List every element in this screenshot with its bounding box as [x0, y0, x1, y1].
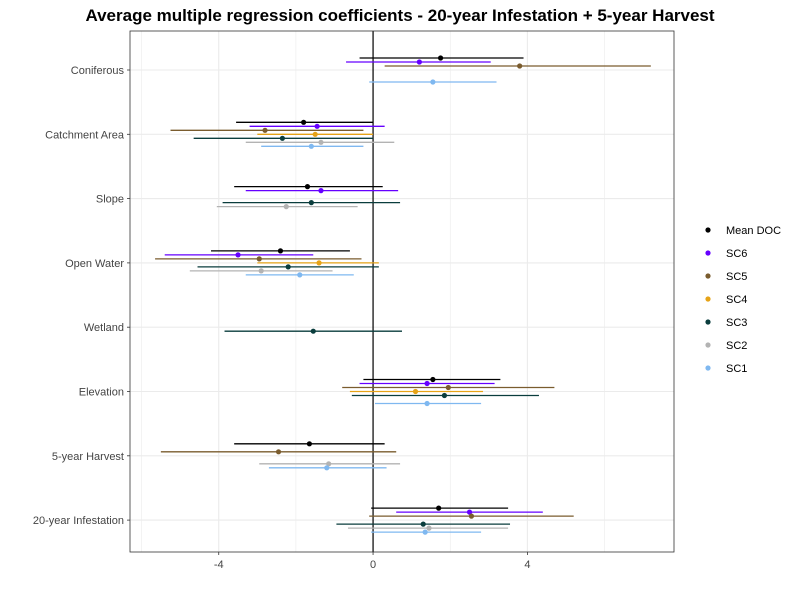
chart-title: Average multiple regression coefficients… [85, 6, 714, 25]
point-mean-doc-catchment-area [301, 119, 307, 125]
x-tick-label: -4 [214, 559, 224, 571]
point-mean-doc-coniferous [437, 55, 444, 61]
legend-key-sc6 [705, 250, 711, 256]
point-sc5-coniferous [517, 63, 523, 69]
series-sc5 [155, 63, 651, 519]
point-sc1-catchment-area [308, 143, 314, 149]
series-sc1 [245, 79, 497, 535]
point-mean-doc-slope [304, 184, 311, 190]
series-sc3 [193, 135, 539, 527]
legend-label-sc1: SC1 [726, 363, 747, 375]
point-sc6-open-water [235, 252, 241, 258]
point-sc5-open-water [256, 256, 262, 262]
point-sc2-open-water [258, 268, 264, 274]
point-sc6-elevation [424, 380, 430, 387]
y-tick-label-elevation: Elevation [79, 387, 124, 399]
point-sc1-5-year-harvest [324, 465, 330, 471]
point-mean-doc-open-water [277, 248, 284, 254]
plot-series [155, 55, 651, 535]
y-tick-label-open-water: Open Water [65, 258, 124, 270]
point-sc6-20-year-infestation [466, 509, 473, 515]
plot-grid [130, 31, 674, 552]
point-sc2-5-year-harvest [326, 461, 332, 467]
plot-background [130, 31, 674, 552]
point-sc4-catchment-area [312, 131, 318, 137]
point-sc6-coniferous [416, 59, 422, 65]
point-sc3-catchment-area [279, 135, 285, 141]
point-sc2-20-year-infestation [426, 525, 432, 531]
point-sc3-open-water [285, 264, 291, 270]
point-sc1-open-water [297, 272, 303, 278]
point-sc2-catchment-area [318, 139, 324, 145]
legend-label-sc2: SC2 [726, 340, 747, 352]
point-mean-doc-5-year-harvest [306, 441, 313, 447]
y-tick-label-coniferous: Coniferous [71, 65, 125, 77]
legend-key-sc3 [705, 319, 711, 325]
point-sc6-catchment-area [314, 123, 320, 129]
legend: Mean DOC SC6 SC5 SC4 SC3 SC2 SC1 [705, 225, 781, 375]
y-tick-label-wetland: Wetland [84, 322, 124, 334]
point-sc5-catchment-area [262, 127, 268, 133]
series-sc2 [189, 139, 509, 531]
x-tick-label: 4 [524, 559, 530, 571]
legend-label-sc4: SC4 [726, 294, 747, 306]
point-sc6-slope [318, 188, 324, 194]
legend-key-sc1 [705, 365, 711, 371]
y-tick-label-5-year-harvest: 5-year Harvest [52, 451, 124, 463]
axis-labels: Coniferous Catchment Area Slope Open Water W… [33, 65, 531, 571]
legend-key-mean-doc [705, 227, 711, 233]
legend-key-sc2 [705, 342, 711, 348]
point-sc3-wetland [310, 328, 316, 334]
legend-label-sc3: SC3 [726, 317, 747, 329]
legend-label-sc6: SC6 [726, 248, 747, 260]
point-sc5-20-year-infestation [468, 513, 475, 519]
point-mean-doc-20-year-infestation [436, 505, 442, 511]
point-sc3-slope [308, 200, 314, 206]
point-sc3-elevation [441, 392, 448, 399]
y-tick-label-catchment-area: Catchment Area [45, 129, 125, 141]
point-sc5-5-year-harvest [275, 449, 282, 455]
point-mean-doc-elevation [430, 376, 436, 383]
point-sc2-slope [283, 204, 289, 210]
legend-key-sc4 [705, 296, 711, 302]
series-sc6 [164, 59, 543, 515]
legend-label-mean-doc: Mean DOC [726, 225, 781, 237]
point-sc1-coniferous [430, 79, 436, 85]
legend-label-sc5: SC5 [726, 271, 747, 283]
series-mean-doc [211, 55, 524, 511]
x-tick-label: 0 [370, 559, 376, 571]
series-sc4 [257, 131, 484, 395]
point-sc4-elevation [412, 388, 419, 395]
point-sc1-elevation [424, 400, 430, 407]
point-sc4-open-water [316, 260, 322, 266]
point-sc5-elevation [445, 384, 451, 391]
legend-key-sc5 [705, 273, 711, 279]
y-tick-label-slope: Slope [96, 194, 124, 206]
plot-border [129, 30, 675, 553]
point-sc1-20-year-infestation [422, 529, 428, 535]
point-sc3-20-year-infestation [420, 521, 426, 527]
y-tick-label-20-year-infestation: 20-year Infestation [33, 515, 124, 527]
